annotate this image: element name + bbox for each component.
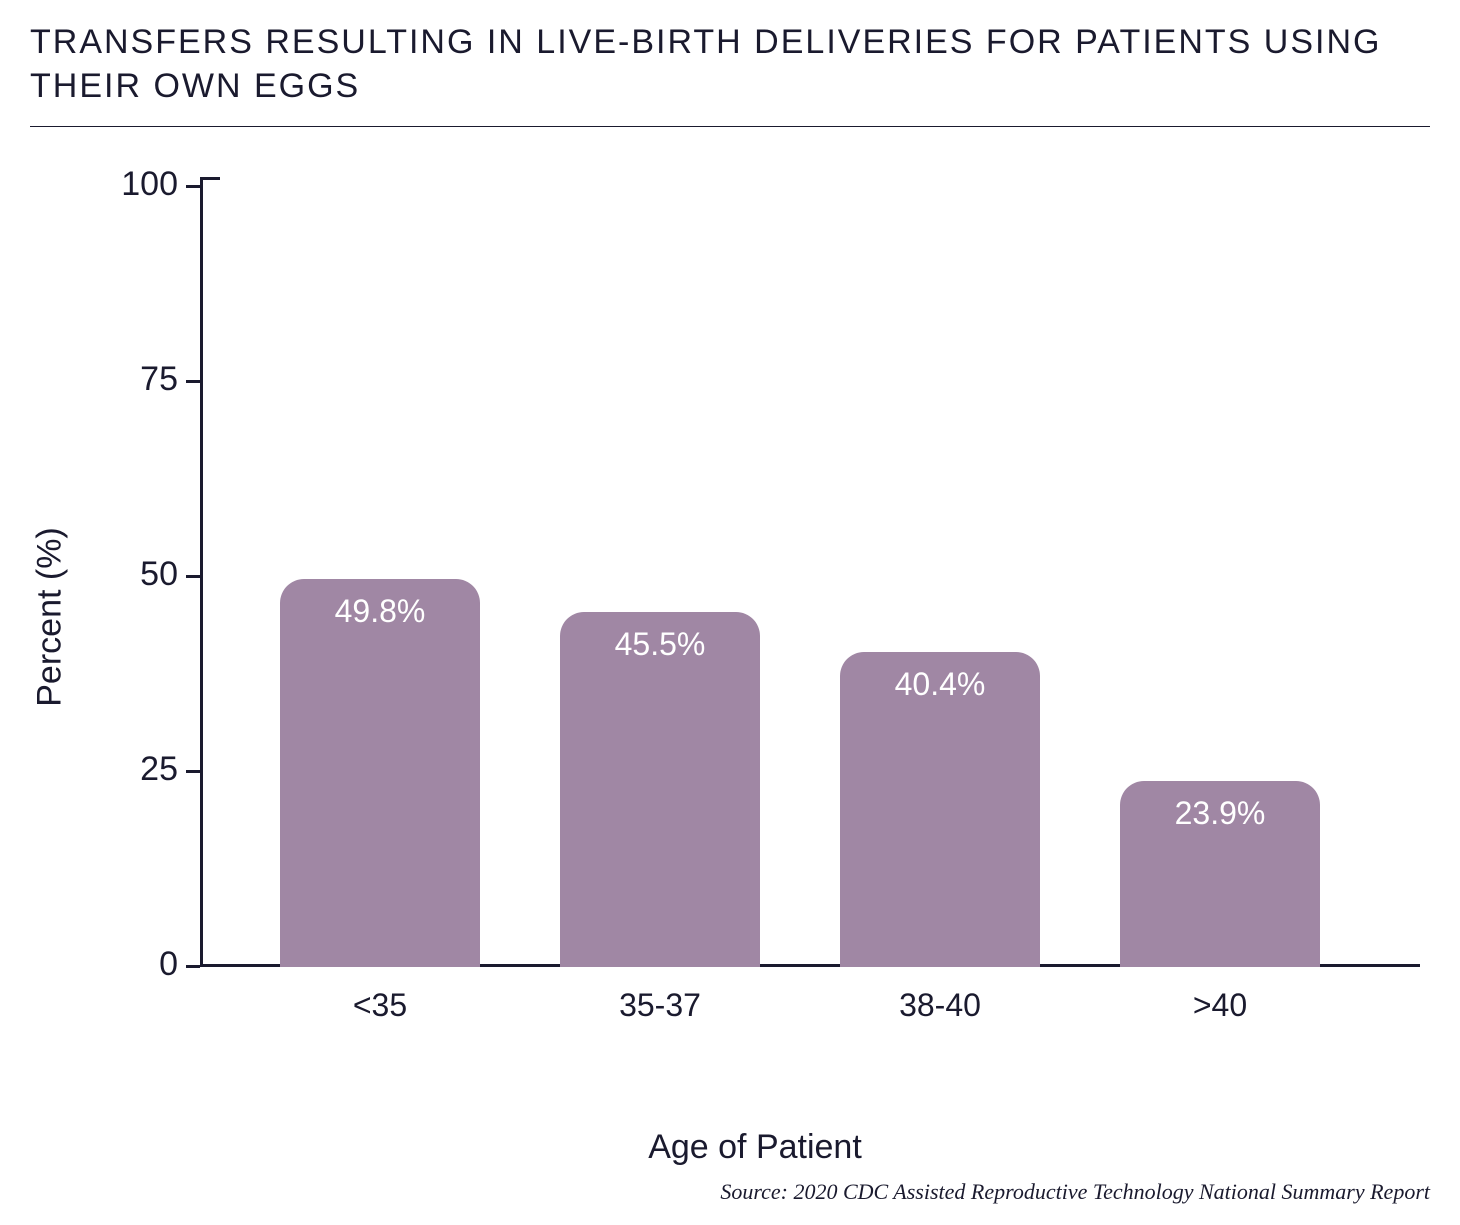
title-divider bbox=[30, 126, 1430, 127]
y-tick bbox=[186, 380, 200, 383]
x-tick-label: 35-37 bbox=[619, 987, 701, 1024]
bar-value-label: 23.9% bbox=[1175, 795, 1266, 832]
source-citation: Source: 2020 CDC Assisted Reproductive T… bbox=[720, 1179, 1430, 1205]
bars-group: 49.8%<3545.5%35-3740.4%38-4023.9%>40 bbox=[200, 187, 1400, 967]
bar: 23.9% bbox=[1120, 781, 1320, 967]
y-tick-label: 25 bbox=[140, 750, 178, 789]
bar-value-label: 40.4% bbox=[895, 666, 986, 703]
chart-container: Percent (%) 49.8%<3545.5%35-3740.4%38-40… bbox=[80, 167, 1430, 1067]
bar-value-label: 49.8% bbox=[335, 593, 426, 630]
plot-area: 49.8%<3545.5%35-3740.4%38-4023.9%>40 025… bbox=[200, 187, 1400, 967]
bar-slot: 45.5%35-37 bbox=[520, 187, 800, 967]
y-tick bbox=[186, 770, 200, 773]
bar-slot: 40.4%38-40 bbox=[800, 187, 1080, 967]
chart-title: TRANSFERS RESULTING IN LIVE-BIRTH DELIVE… bbox=[30, 20, 1430, 108]
y-tick-label: 100 bbox=[121, 165, 178, 204]
x-tick-label: 38-40 bbox=[899, 987, 981, 1024]
x-tick-label: >40 bbox=[1193, 987, 1247, 1024]
x-axis-label: Age of Patient bbox=[648, 1128, 862, 1167]
y-axis-top-tick bbox=[200, 177, 220, 180]
bar: 40.4% bbox=[840, 652, 1040, 967]
y-tick-label: 50 bbox=[140, 555, 178, 594]
y-tick-label: 0 bbox=[159, 945, 178, 984]
bar-value-label: 45.5% bbox=[615, 626, 706, 663]
y-tick bbox=[186, 965, 200, 968]
bar-slot: 23.9%>40 bbox=[1080, 187, 1360, 967]
y-tick-label: 75 bbox=[140, 360, 178, 399]
bar: 49.8% bbox=[280, 579, 480, 967]
y-tick bbox=[186, 575, 200, 578]
x-tick-label: <35 bbox=[353, 987, 407, 1024]
y-tick bbox=[186, 185, 200, 188]
bar-slot: 49.8%<35 bbox=[240, 187, 520, 967]
bar: 45.5% bbox=[560, 612, 760, 967]
y-axis-label: Percent (%) bbox=[31, 528, 70, 708]
